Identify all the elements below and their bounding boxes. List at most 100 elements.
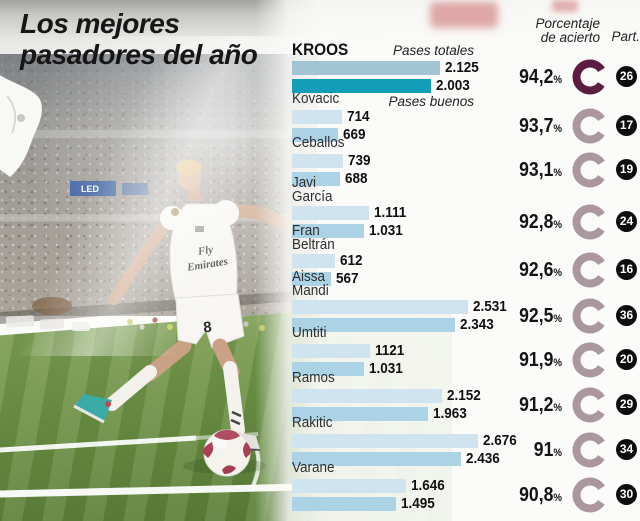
floodlight-glare	[0, 36, 330, 356]
percent-sign: %	[553, 74, 562, 86]
pass-value-total: 739	[348, 152, 371, 169]
player-name-line: Beltrán	[292, 236, 335, 253]
accuracy-number: 91	[533, 439, 554, 461]
pass-bar-total	[292, 154, 343, 168]
player-name: Javi García	[292, 175, 333, 205]
pass-bar-good	[292, 128, 338, 142]
player-name-line: Mandi	[292, 282, 329, 299]
page-title: Los mejores pasadores del año	[20, 8, 258, 70]
percent-sign: %	[553, 402, 562, 414]
player-name-line: Fran	[292, 223, 320, 239]
left-boot	[74, 394, 112, 422]
percent-sign: %	[553, 219, 562, 231]
legend-pases-totales: Pases totales	[392, 43, 474, 58]
player-name-line: Javi	[292, 175, 316, 191]
pass-bar-total	[292, 300, 468, 314]
participation-badge: 29	[616, 394, 637, 415]
jersey	[169, 203, 238, 303]
accuracy-donut-icon	[572, 59, 608, 95]
pass-bar-total	[292, 434, 478, 448]
pass-value-total: 714	[347, 108, 370, 125]
pass-value-good: 669	[343, 126, 366, 143]
accuracy-value: 93,1%	[495, 159, 562, 181]
participation-badge: 17	[616, 115, 637, 136]
pass-bar-total	[292, 344, 370, 358]
jersey-sponsor-line2: Emirates	[185, 256, 228, 274]
pass-bar-good	[292, 272, 331, 286]
accuracy-donut-icon	[572, 152, 608, 188]
accuracy-value: 93,7%	[495, 115, 562, 137]
player-shadow	[183, 458, 267, 474]
player-name: Rakitic	[292, 415, 333, 431]
accuracy-donut-icon	[572, 432, 608, 468]
player-name-line: Kovacic	[292, 91, 340, 107]
player-name: Umtiti	[292, 325, 327, 341]
participation-badge: 34	[616, 439, 637, 460]
accuracy-number: 92,6	[519, 259, 554, 281]
stadium-crowd	[0, 54, 318, 316]
photographer-chairs	[5, 297, 90, 331]
accuracy-number: 93,7	[519, 115, 554, 137]
accuracy-donut-icon	[572, 298, 608, 334]
player-name: Ramos	[292, 370, 335, 386]
player-name-line: Ramos	[292, 370, 335, 386]
accuracy-value: 92,8%	[495, 211, 562, 233]
participation-header: Part.	[611, 29, 640, 44]
player-name-line: Rakitic	[292, 415, 333, 431]
accuracy-number: 94,2	[519, 66, 554, 88]
shorts-number: 8	[203, 319, 213, 337]
pass-value-total: 2.152	[447, 387, 481, 404]
player-hair	[176, 159, 202, 177]
pass-value-good: 2.436	[466, 450, 500, 467]
led-ad-board: LED	[70, 181, 148, 196]
accuracy-number: 91,9	[519, 349, 554, 371]
pass-bar-good	[292, 318, 455, 332]
pass-bar-total	[292, 110, 342, 124]
accuracy-donut-icon	[572, 108, 608, 144]
player-head	[178, 165, 202, 191]
participation-badge: 16	[616, 259, 637, 280]
pass-value-total: 1.646	[411, 477, 445, 494]
accuracy-donut-icon	[572, 477, 608, 513]
jersey-sponsor-line1: Fly	[196, 244, 214, 258]
scoreboard-blur-small	[552, 0, 578, 12]
accuracy-number: 93,1	[519, 159, 554, 181]
pass-bar-total	[292, 206, 369, 220]
accuracy-number: 91,2	[519, 394, 554, 416]
pass-bar-total	[292, 254, 335, 268]
legend-pases-buenos: Pases buenos	[388, 94, 474, 109]
pass-value-total: 1121	[375, 342, 405, 359]
pitch-grass	[0, 300, 452, 521]
participation-badge: 26	[616, 66, 637, 87]
percent-sign: %	[553, 123, 562, 135]
player-name-line: García	[292, 188, 333, 205]
pass-value-total: 612	[340, 252, 363, 269]
pass-value-good: 2.003	[436, 77, 470, 94]
title-line2: pasadores del año	[20, 39, 258, 70]
shorts	[175, 293, 245, 349]
percent-sign: %	[553, 267, 562, 279]
pass-value-total: 1.111	[374, 204, 407, 221]
player-name-line: Varane	[292, 460, 335, 476]
pass-bar-total	[292, 389, 442, 403]
percent-sign: %	[553, 357, 562, 369]
pass-value-good: 2.343	[460, 316, 494, 333]
pitch-lines	[0, 432, 391, 498]
pass-bar-good	[292, 452, 461, 466]
club-crest-icon	[171, 208, 179, 216]
pass-bar-good	[292, 362, 364, 376]
accuracy-number: 90,8	[519, 484, 554, 506]
accuracy-value: 92,6%	[495, 259, 562, 281]
player-name: Aissa Mandi	[292, 269, 329, 299]
pass-value-good: 1.031	[369, 222, 403, 239]
pass-value-total: 2.125	[445, 59, 479, 76]
player-name-line: Umtiti	[292, 325, 327, 341]
player-name-line: KROOS	[292, 41, 349, 59]
percent-sign: %	[553, 313, 562, 325]
player-name: Ceballos	[292, 136, 344, 151]
player-name-line: Aissa	[292, 269, 325, 285]
pass-value-total: 2.676	[483, 432, 517, 449]
